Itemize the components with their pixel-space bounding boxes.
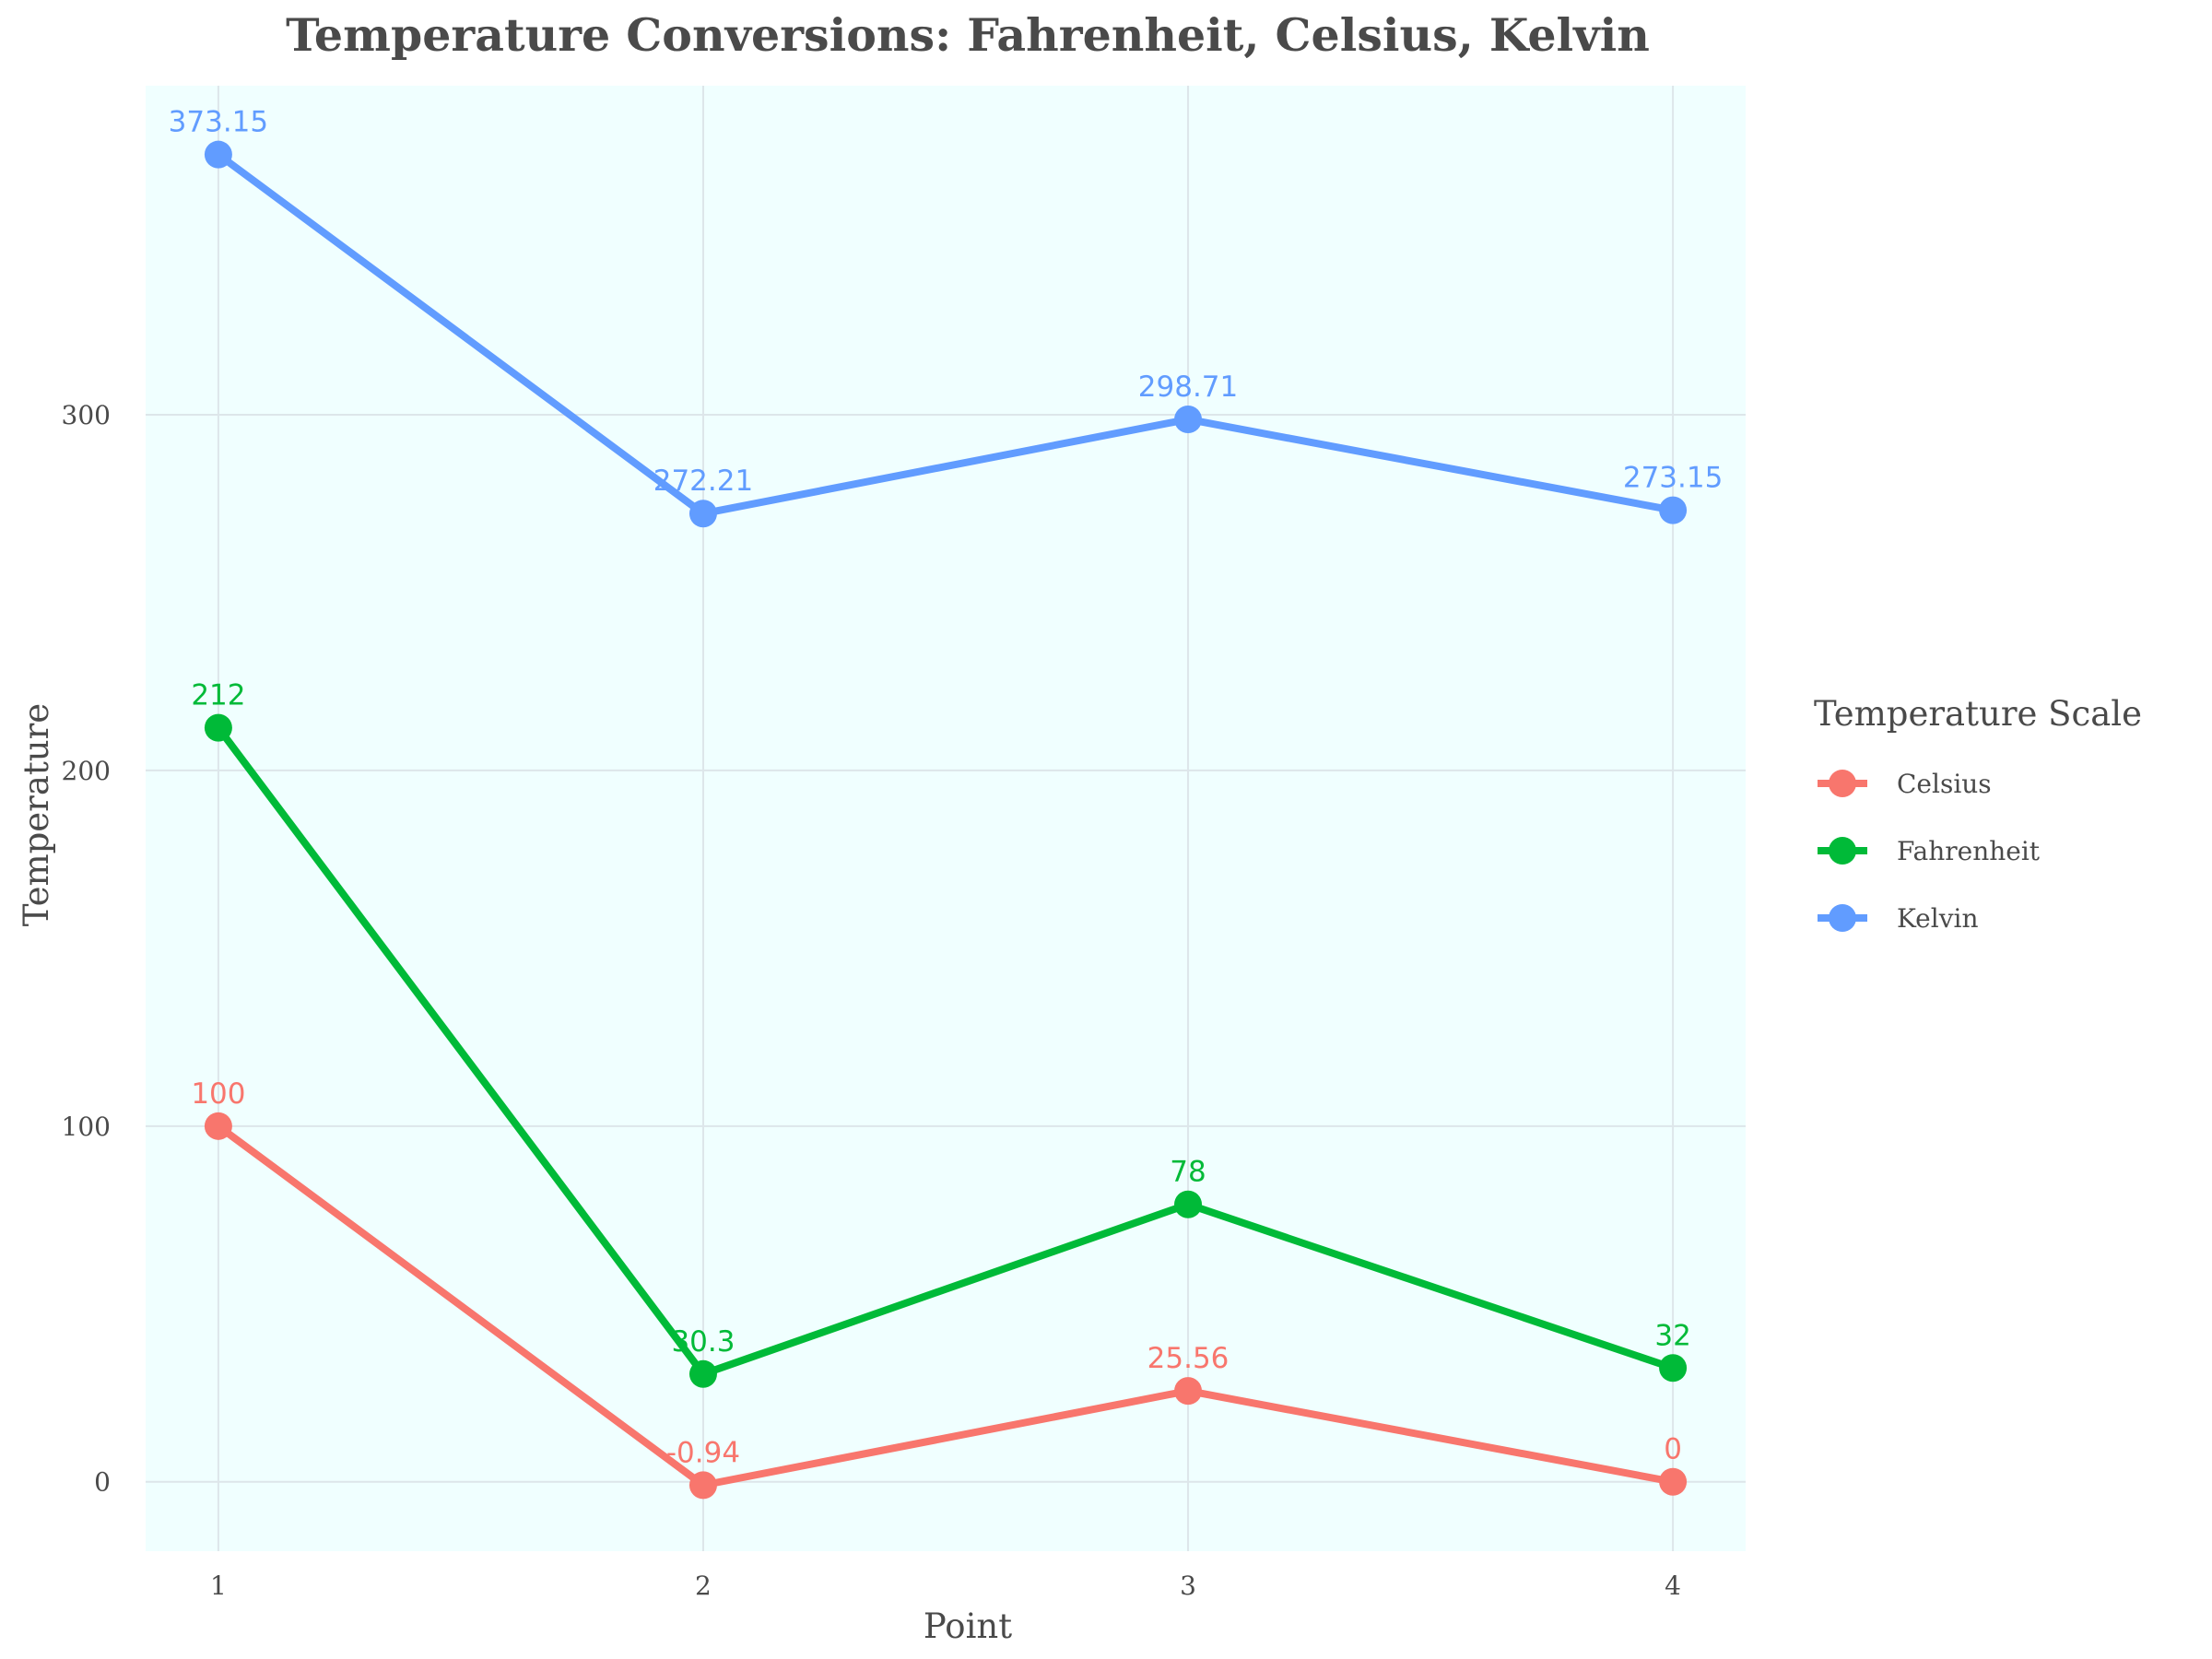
- axis-ticks: 0 100 200 300 1 2 3 4: [62, 400, 1681, 1601]
- fahrenheit-data-label: 212: [191, 679, 245, 712]
- fahrenheit-point: [1174, 1190, 1203, 1218]
- series-layer: [204, 140, 1688, 1500]
- legend-item-fahrenheit: Fahrenheit: [1818, 836, 2041, 866]
- y-tick-label: 100: [62, 1112, 111, 1142]
- x-tick-label: 1: [210, 1571, 227, 1601]
- celsius-data-label: -0.94: [666, 1436, 740, 1469]
- x-tick-label: 4: [1665, 1571, 1681, 1601]
- kelvin-data-label: 373.15: [169, 106, 268, 139]
- fahrenheit-point: [1659, 1354, 1688, 1382]
- legend-swatch-point: [1829, 837, 1856, 865]
- legend-item-kelvin: Kelvin: [1818, 903, 1979, 934]
- kelvin-point: [1659, 496, 1688, 524]
- fahrenheit-data-label: 30.3: [671, 1325, 735, 1359]
- fahrenheit-data-label: 32: [1654, 1319, 1690, 1352]
- kelvin-line: [214, 150, 1677, 518]
- fahrenheit-point: [688, 1359, 717, 1388]
- fahrenheit-data-label: 78: [1170, 1156, 1206, 1189]
- kelvin-point: [688, 500, 717, 528]
- celsius-point: [688, 1471, 717, 1500]
- celsius-data-label: 25.56: [1147, 1342, 1230, 1375]
- legend-items: Celsius Fahrenheit Kelvin: [1818, 769, 2041, 934]
- kelvin-data-label: 298.71: [1138, 371, 1238, 404]
- kelvin-point: [1174, 405, 1203, 433]
- y-axis-label: Temperature: [17, 703, 56, 926]
- y-tick-label: 0: [94, 1467, 111, 1498]
- y-tick-label: 200: [62, 756, 111, 786]
- celsius-data-label: 100: [191, 1077, 245, 1111]
- plot-panel: [146, 86, 1746, 1551]
- celsius-point: [204, 1112, 232, 1140]
- legend-swatch-point: [1829, 904, 1856, 932]
- x-tick-label: 3: [1180, 1571, 1196, 1601]
- x-axis-label: Point: [924, 1606, 1012, 1646]
- y-tick-label: 300: [62, 400, 111, 430]
- kelvin-data-label: 273.15: [1623, 462, 1723, 495]
- celsius-point: [1174, 1377, 1203, 1406]
- celsius-line: [214, 1122, 1677, 1489]
- legend-label: Fahrenheit: [1897, 836, 2041, 866]
- fahrenheit-line: [214, 724, 1677, 1378]
- kelvin-data-label: 272.21: [653, 465, 753, 498]
- legend-swatch-point: [1829, 770, 1856, 797]
- grid: [146, 86, 1746, 1551]
- x-tick-label: 2: [695, 1571, 712, 1601]
- kelvin-point: [204, 140, 232, 169]
- celsius-point: [1659, 1467, 1688, 1496]
- legend-label: Celsius: [1897, 769, 1992, 799]
- celsius-data-label: 0: [1664, 1433, 1682, 1466]
- legend-title: Temperature Scale: [1814, 694, 2142, 734]
- chart-title: Temperature Conversions: Fahrenheit, Cel…: [286, 8, 1650, 62]
- legend-item-celsius: Celsius: [1818, 769, 1992, 799]
- fahrenheit-point: [204, 713, 232, 742]
- legend: Temperature Scale Celsius Fahrenheit Kelvi…: [1814, 694, 2142, 934]
- legend-label: Kelvin: [1897, 903, 1979, 934]
- data-labels: 100 -0.94 25.56 0 212 30.3 78 32 373.15 272.21 298…: [169, 106, 1724, 1470]
